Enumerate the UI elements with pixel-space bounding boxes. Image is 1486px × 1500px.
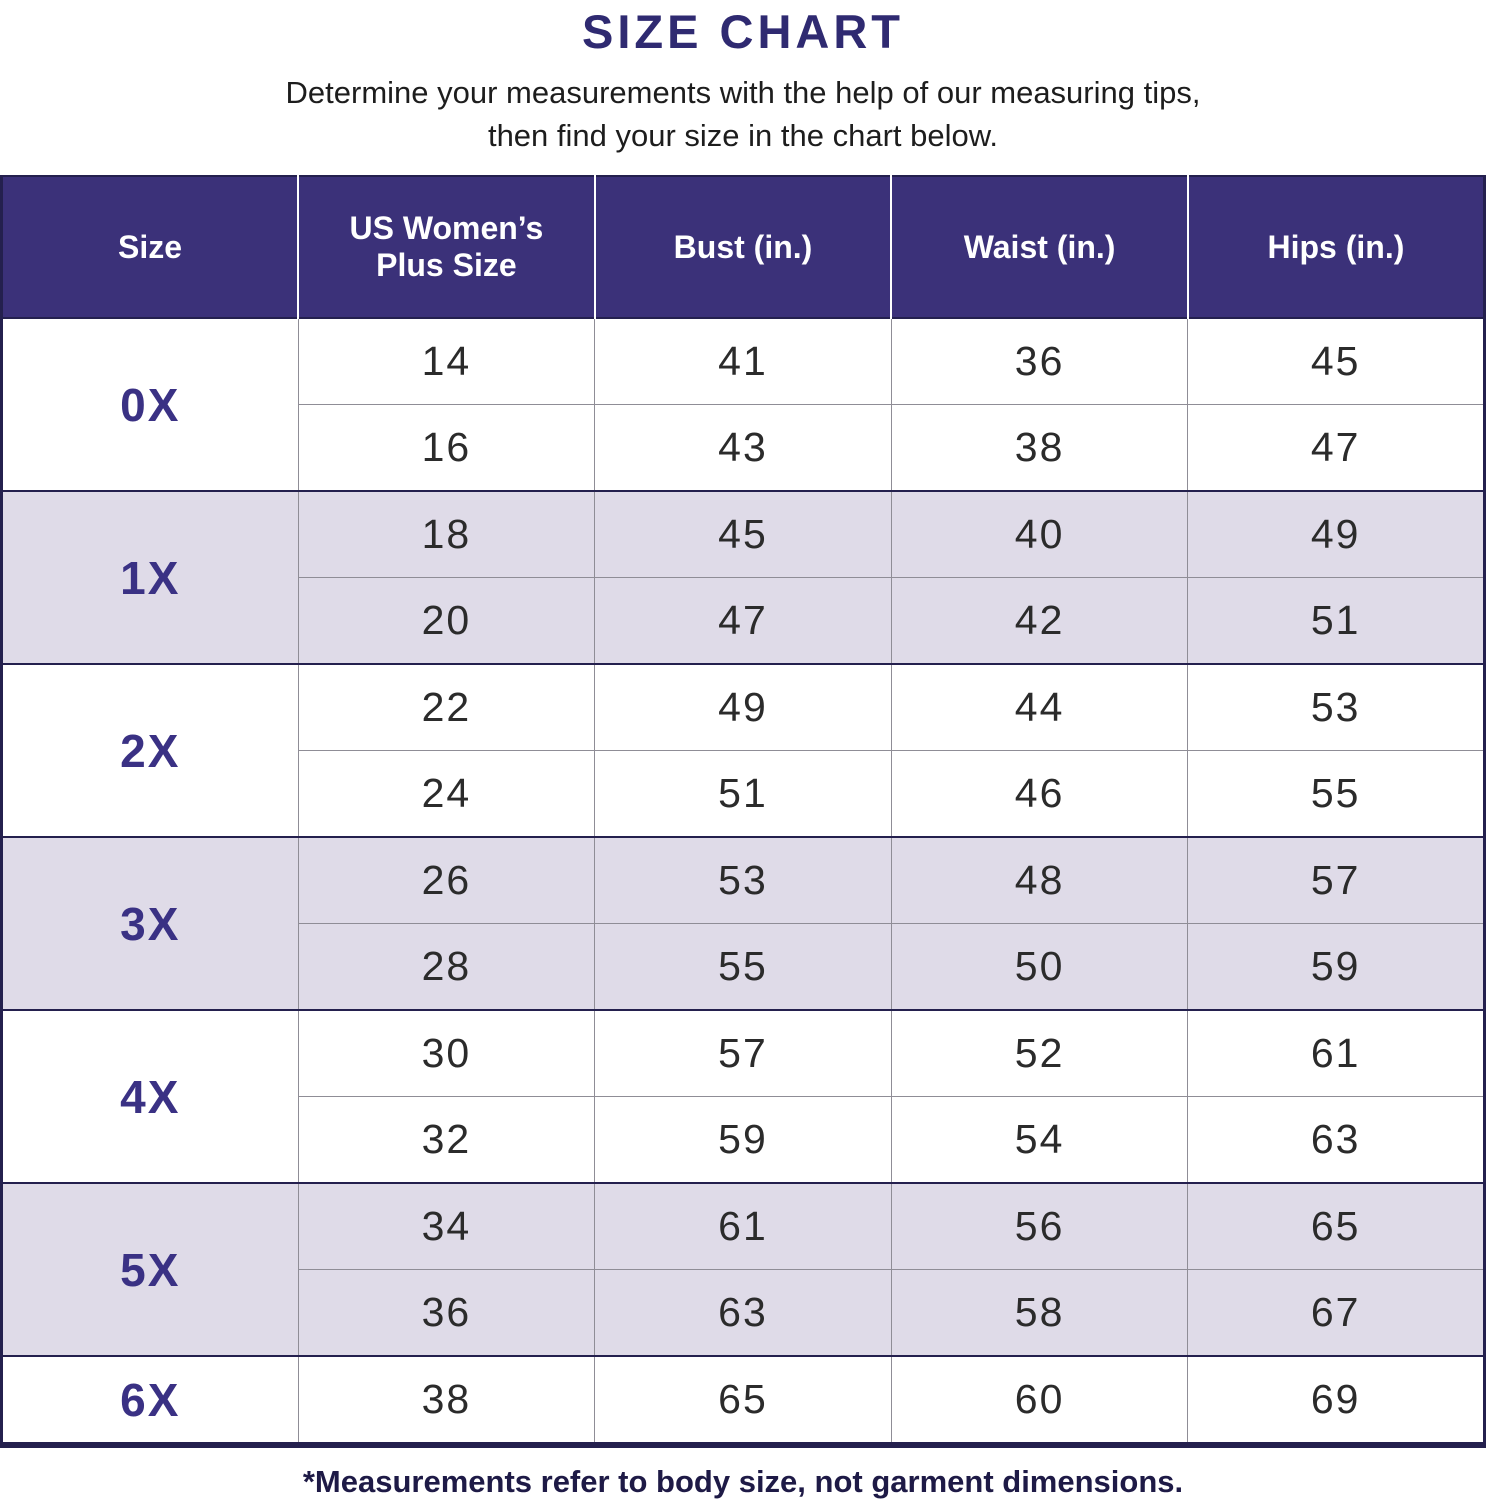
value-cell: 42 — [890, 577, 1188, 664]
value-cell: 43 — [594, 404, 892, 491]
column-header-waist: Waist (in.) — [890, 176, 1188, 318]
table-body: 0X 14 41 36 45 16 43 38 47 1X 18 45 40 49 20 47 42 51 2X 22… — [1, 317, 1485, 1445]
value-cell: 18 — [297, 490, 595, 578]
value-cell: 65 — [594, 1355, 892, 1445]
table-row-5x-2: 36 63 58 67 — [2, 1269, 1485, 1356]
table-row-6x-1: 6X 38 65 60 69 — [1, 1355, 1485, 1445]
table-row-3x-2: 28 55 50 59 — [2, 923, 1485, 1010]
value-cell: 32 — [297, 1096, 595, 1183]
table-row-4x-2: 32 59 54 63 — [2, 1096, 1485, 1183]
value-cell: 40 — [890, 490, 1188, 578]
value-cell: 38 — [297, 1355, 595, 1445]
value-cell: 53 — [1187, 663, 1485, 751]
value-cell: 28 — [297, 923, 595, 1010]
value-cell: 38 — [890, 404, 1188, 491]
table-header: Size US Women’s Plus Size Bust (in.) Wai… — [1, 176, 1485, 318]
value-cell: 63 — [594, 1269, 892, 1356]
value-cell: 44 — [890, 663, 1188, 751]
value-cell: 51 — [594, 750, 892, 837]
value-cell: 54 — [890, 1096, 1188, 1183]
value-cell: 55 — [1187, 750, 1485, 837]
value-cell: 30 — [297, 1009, 595, 1097]
value-cell: 36 — [890, 317, 1188, 405]
subtitle-line-2: then find your size in the chart below. — [487, 118, 999, 153]
subtitle: Determine your measurements with the hel… — [0, 71, 1486, 157]
size-label-3x: 3X — [1, 836, 299, 1010]
value-cell: 45 — [1187, 317, 1485, 405]
value-cell: 57 — [1187, 836, 1485, 924]
column-header-size-label: Size — [118, 228, 183, 265]
column-header-bust: Bust (in.) — [593, 176, 892, 318]
value-cell: 41 — [594, 317, 892, 405]
value-cell: 61 — [1187, 1009, 1485, 1097]
value-cell: 47 — [1187, 404, 1485, 491]
value-cell: 53 — [594, 836, 892, 924]
value-cell: 49 — [594, 663, 892, 751]
value-cell: 67 — [1187, 1269, 1485, 1356]
value-cell: 65 — [1187, 1182, 1485, 1270]
table-row-2x-2: 24 51 46 55 — [2, 750, 1485, 837]
value-cell: 59 — [1187, 923, 1485, 1010]
table-row-5x-1: 5X 34 61 56 65 — [1, 1182, 1485, 1356]
table-row-0x-1: 0X 14 41 36 45 — [1, 317, 1485, 491]
value-cell: 24 — [297, 750, 595, 837]
size-label-1x: 1X — [1, 490, 299, 664]
value-cell: 49 — [1187, 490, 1485, 578]
value-cell: 60 — [890, 1355, 1188, 1445]
size-chart-table: Size US Women’s Plus Size Bust (in.) Wai… — [0, 175, 1486, 1448]
value-cell: 52 — [890, 1009, 1188, 1097]
value-cell: 59 — [594, 1096, 892, 1183]
column-header-us-womens-plus-size-label: US Women’s Plus Size — [349, 210, 544, 283]
value-cell: 61 — [594, 1182, 892, 1270]
size-label-0x: 0X — [1, 317, 299, 491]
value-cell: 16 — [297, 404, 595, 491]
value-cell: 57 — [594, 1009, 892, 1097]
value-cell: 14 — [297, 317, 595, 405]
column-header-hips: Hips (in.) — [1186, 176, 1485, 318]
value-cell: 50 — [890, 923, 1188, 1010]
value-cell: 26 — [297, 836, 595, 924]
table-row-3x-1: 3X 26 53 48 57 — [1, 836, 1485, 1010]
table-row-1x-2: 20 47 42 51 — [2, 577, 1485, 664]
value-cell: 51 — [1187, 577, 1485, 664]
value-cell: 46 — [890, 750, 1188, 837]
value-cell: 58 — [890, 1269, 1188, 1356]
table-row-4x-1: 4X 30 57 52 61 — [1, 1009, 1485, 1183]
value-cell: 69 — [1187, 1355, 1485, 1445]
table-row-2x-1: 2X 22 49 44 53 — [1, 663, 1485, 837]
table-row-0x-2: 16 43 38 47 — [2, 404, 1485, 491]
value-cell: 56 — [890, 1182, 1188, 1270]
column-header-us-womens-plus-size: US Women’s Plus Size — [297, 176, 595, 318]
column-header-hips-label: Hips (in.) — [1267, 228, 1405, 265]
column-header-waist-label: Waist (in.) — [963, 228, 1116, 265]
column-header-bust-label: Bust (in.) — [673, 228, 813, 265]
size-label-6x: 6X — [1, 1355, 299, 1445]
size-label-2x: 2X — [1, 663, 299, 837]
table-row-1x-1: 1X 18 45 40 49 — [1, 490, 1485, 664]
value-cell: 47 — [594, 577, 892, 664]
size-label-5x: 5X — [1, 1182, 299, 1356]
value-cell: 36 — [297, 1269, 595, 1356]
value-cell: 55 — [594, 923, 892, 1010]
footnote: *Measurements refer to body size, not ga… — [302, 1464, 1184, 1499]
header-row: Size US Women’s Plus Size Bust (in.) Wai… — [1, 176, 1485, 318]
size-label-4x: 4X — [1, 1009, 299, 1183]
value-cell: 63 — [1187, 1096, 1485, 1183]
value-cell: 48 — [890, 836, 1188, 924]
value-cell: 20 — [297, 577, 595, 664]
subtitle-line-1: Determine your measurements with the hel… — [285, 75, 1201, 110]
column-header-size: Size — [1, 176, 299, 318]
value-cell: 22 — [297, 663, 595, 751]
value-cell: 45 — [594, 490, 892, 578]
value-cell: 34 — [297, 1182, 595, 1270]
page-title: SIZE CHART — [582, 5, 904, 58]
